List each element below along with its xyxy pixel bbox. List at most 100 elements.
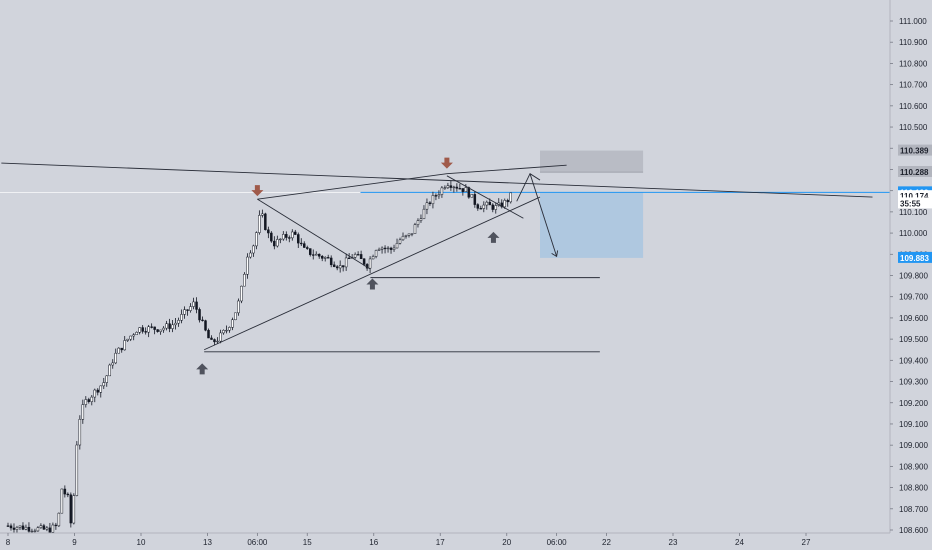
candle-body [219, 332, 222, 342]
wedge-lower-cross [446, 175, 524, 219]
price-tick-label: 108.800 [899, 484, 928, 493]
candle-body [413, 224, 417, 234]
candle-body [213, 339, 216, 343]
pivot-markers [196, 157, 500, 375]
candle-body [78, 419, 82, 446]
candle-body [461, 188, 465, 192]
candle-body [207, 329, 210, 339]
price-tick-label: 109.200 [899, 399, 928, 408]
candle-body [291, 231, 294, 239]
time-tick-label: 22 [602, 538, 611, 547]
candle-body [279, 238, 282, 241]
time-tick-label: 20 [502, 538, 511, 547]
time-tick-label: 24 [735, 538, 744, 547]
candle-body [306, 247, 309, 249]
candle-body [252, 245, 255, 254]
candle-body [204, 320, 207, 331]
candle-body [129, 335, 132, 340]
candle-body [494, 205, 498, 210]
candle-body [66, 493, 70, 496]
candle-body [75, 444, 79, 496]
candle-body [45, 527, 49, 530]
candle-body [120, 347, 123, 351]
stop-zone [540, 150, 644, 174]
candle-body [491, 204, 495, 210]
candle-body [18, 525, 22, 528]
price-badge [898, 197, 932, 209]
candle-body [27, 526, 31, 532]
price-badge [898, 190, 932, 202]
upper-trendline [1, 162, 873, 198]
candle-body [503, 200, 507, 208]
candle-body [449, 185, 453, 188]
price-badge-label: 35:55 [900, 199, 921, 208]
candle-body [168, 323, 171, 329]
candle-body [264, 213, 267, 231]
candle-body [320, 256, 324, 259]
candle-body [123, 340, 126, 351]
candle-body [338, 265, 342, 269]
candle-body [57, 512, 61, 527]
candle-body [21, 525, 25, 530]
candle-body [317, 253, 321, 257]
peak-arrow-icon [251, 185, 264, 197]
candle-body [189, 306, 192, 311]
ascending-support [203, 196, 541, 351]
candle-body [419, 218, 423, 221]
candle-body [509, 192, 512, 203]
candle-body [329, 257, 333, 266]
candle-body [72, 495, 76, 524]
candle-body [126, 338, 129, 341]
candle-body [407, 233, 411, 236]
candle-body [60, 488, 64, 514]
candle-body [177, 320, 180, 324]
candle-body [93, 389, 97, 398]
candle-body [288, 237, 291, 239]
candle-body [39, 525, 43, 528]
candle-body [240, 285, 243, 302]
candle-body [186, 309, 189, 311]
price-tick-label: 108.900 [899, 462, 928, 471]
candle-body [150, 326, 153, 328]
candle-body [303, 243, 306, 248]
price-tick-label: 109.800 [899, 272, 928, 281]
candle-body [69, 494, 73, 524]
price-axis[interactable]: 111.000 110.900 110.800 110.700 110.600 110.5… [889, 0, 932, 550]
candle-body [386, 247, 390, 250]
candle-body [24, 526, 28, 530]
candle-body [297, 234, 300, 244]
candle-body [380, 247, 384, 250]
time-axis[interactable]: 8 9 10 13 06:00 15 16 17 20 06:00 22 23 24 27 [0, 532, 932, 550]
candle-body [356, 254, 360, 256]
candle-body [108, 364, 111, 377]
price-tick-label: 110.900 [899, 38, 928, 47]
candle-body [255, 232, 258, 247]
candle-body [294, 231, 297, 235]
price-badge [898, 166, 932, 178]
projection-arrowhead [551, 250, 559, 258]
time-tick-label: 06:00 [247, 538, 268, 547]
candle-body [506, 200, 509, 203]
candle-body [105, 375, 109, 383]
price-tick-label: 110.600 [899, 102, 928, 111]
candle-body [234, 312, 237, 321]
candle-body [440, 187, 444, 195]
price-tick-label: 110.000 [899, 229, 928, 238]
candle-body [228, 327, 231, 331]
candle-body [374, 250, 378, 257]
candle-body [479, 208, 483, 210]
candle-body [467, 187, 471, 198]
candle-body [30, 530, 34, 533]
target-zone [540, 192, 644, 258]
candle-body [476, 204, 480, 209]
projection-up [516, 173, 541, 202]
price-tick-label: 109.500 [899, 335, 928, 344]
candle-body [153, 326, 156, 330]
candle-body [63, 488, 67, 495]
candle-body [135, 332, 138, 336]
wedge-descent [257, 198, 371, 270]
candle-body [156, 329, 159, 332]
candle-body [464, 187, 468, 192]
